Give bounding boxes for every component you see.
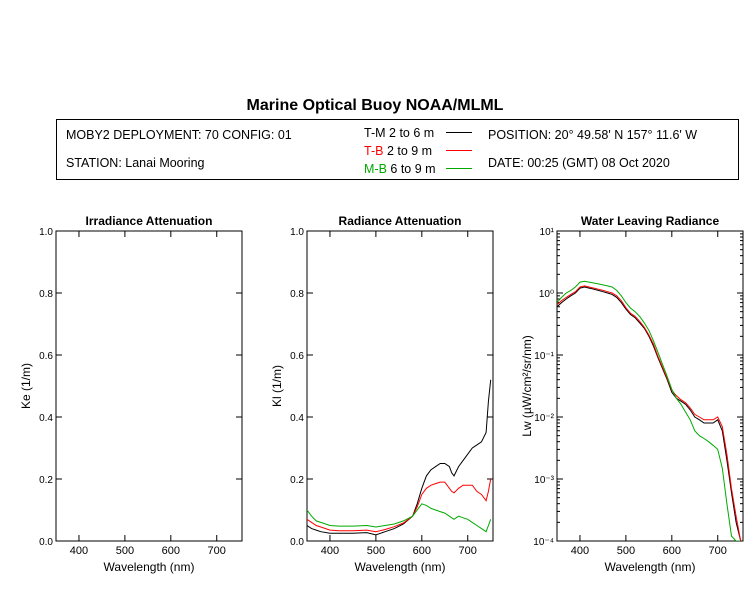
- date-text: DATE: 00:25 (GMT) 08 Oct 2020: [488, 156, 670, 170]
- y-tick-label: 0.8: [290, 289, 304, 300]
- x-tick-label: 400: [321, 545, 339, 557]
- legend-range-mb: 6 to 9 m: [390, 162, 436, 176]
- legend-key-tm: T-M: [364, 126, 386, 140]
- legend-entry-tb: T-B 2 to 9 m: [364, 144, 432, 158]
- legend-entry-tm: T-M 2 to 6 m: [364, 126, 434, 140]
- info-box: MOBY2 DEPLOYMENT: 70 CONFIG: 01 STATION:…: [56, 119, 739, 180]
- x-tick-label: 600: [663, 545, 681, 557]
- page-title: Marine Optical Buoy NOAA/MLML: [246, 97, 504, 114]
- series-line-t-b: [307, 478, 492, 533]
- y-tick-label: 0.2: [39, 475, 53, 486]
- x-tick-label: 500: [116, 545, 134, 557]
- legend-line-mb: [446, 168, 472, 169]
- y-tick-label: 10¹: [540, 227, 555, 238]
- position-text: POSITION: 20° 49.58' N 157° 11.6' W: [488, 128, 698, 142]
- y-tick-label: 0.0: [290, 537, 304, 548]
- x-axis-label: Wavelength (nm): [104, 560, 195, 574]
- y-tick-label: 1.0: [39, 227, 53, 238]
- y-tick-label: 0.2: [290, 475, 304, 486]
- series-line-t-b: [557, 285, 742, 541]
- y-tick-label: 10⁻¹: [534, 351, 554, 362]
- y-tick-label: 0.8: [39, 289, 53, 300]
- y-tick-label: 0.0: [39, 537, 53, 548]
- y-tick-label: 0.4: [290, 413, 304, 424]
- y-tick-label: 0.4: [39, 413, 53, 424]
- y-tick-label: 10⁻³: [534, 475, 554, 486]
- x-tick-label: 500: [367, 545, 385, 557]
- station-text: STATION: Lanai Mooring: [66, 156, 205, 170]
- x-axis-label: Wavelength (nm): [605, 560, 696, 574]
- series-line-t-m: [307, 379, 492, 536]
- legend-key-tb: T-B: [364, 144, 384, 158]
- plot-frame: [556, 230, 744, 542]
- y-tick-label: 10⁻²: [534, 413, 554, 424]
- series-line-t-m: [557, 286, 742, 541]
- legend-line-tm: [446, 132, 472, 133]
- chart-1: Irradiance Attenuation 400 500 600 700 0.0 0.2…: [19, 214, 243, 574]
- x-tick-label: 600: [162, 545, 180, 557]
- chart-title: Radiance Attenuation: [339, 214, 462, 228]
- x-tick-label: 500: [617, 545, 635, 557]
- chart-title: Irradiance Attenuation: [86, 214, 213, 228]
- chart-2: Radiance Attenuation 400 500 600 700 0.0 0.2 0.…: [270, 214, 494, 574]
- chart-3: Water Leaving Radiance 400 500 600 700 10¹ 10⁰…: [520, 214, 744, 574]
- legend-entry-mb: M-B 6 to 9 m: [364, 162, 436, 176]
- x-tick-label: 400: [571, 545, 589, 557]
- y-tick-label: 0.6: [290, 351, 304, 362]
- x-axis-label: Wavelength (nm): [355, 560, 446, 574]
- legend-range-tb: 2 to 9 m: [386, 144, 433, 158]
- legend-line-tb: [446, 150, 472, 151]
- x-tick-label: 700: [208, 545, 226, 557]
- plot-frame: [55, 230, 243, 542]
- series-line-m-b: [307, 503, 492, 533]
- y-axis-label: Lw (µW/cm²/sr/nm): [520, 335, 534, 437]
- y-tick-label: 1.0: [290, 227, 304, 238]
- y-tick-label: 10⁻⁴: [533, 537, 554, 548]
- deployment-text: MOBY2 DEPLOYMENT: 70 CONFIG: 01: [66, 128, 292, 142]
- series-line-m-b: [557, 280, 741, 541]
- y-tick-label: 10⁰: [539, 289, 554, 300]
- y-axis-label: Ke (1/m): [19, 363, 33, 409]
- plot-frame: [306, 230, 494, 542]
- x-tick-label: 400: [70, 545, 88, 557]
- y-tick-label: 0.6: [39, 351, 53, 362]
- legend-range-tm: 2 to 6 m: [389, 126, 435, 140]
- legend-key-mb: M-B: [364, 162, 387, 176]
- y-axis-label: Kl (1/m): [270, 365, 284, 407]
- x-tick-label: 700: [709, 545, 727, 557]
- chart-title: Water Leaving Radiance: [581, 214, 720, 228]
- x-tick-label: 600: [413, 545, 431, 557]
- x-tick-label: 700: [459, 545, 477, 557]
